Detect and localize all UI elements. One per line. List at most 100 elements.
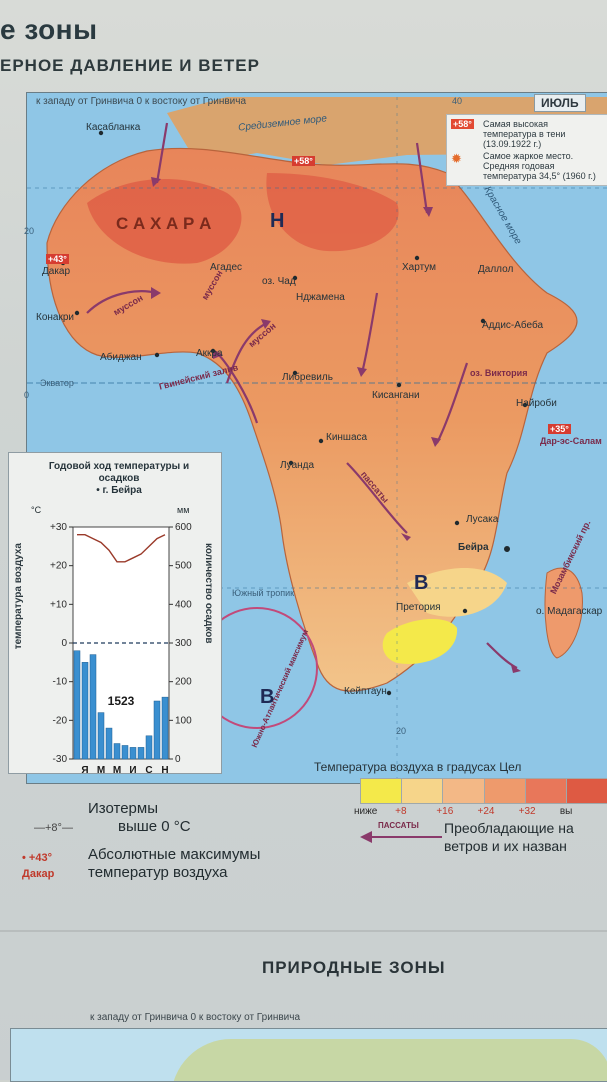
precip-bar	[97, 712, 105, 760]
hottest-shade-text: Самая высокая температура в тени (13.09.…	[483, 119, 566, 149]
label-beira: Бейра	[458, 542, 489, 553]
africa-map	[26, 92, 607, 784]
left-tick-label: -20	[53, 715, 68, 726]
left-tick-label: 0	[61, 638, 67, 649]
precip-bar	[73, 650, 81, 760]
max-legend-text-2: температур воздуха	[88, 864, 228, 881]
label-khartoum: Хартум	[402, 262, 437, 273]
climate-chart-title: Годовой ход температуры и осадков • г. Б…	[48, 461, 190, 496]
precip-bar	[113, 743, 121, 760]
city-dot	[396, 382, 402, 388]
label-pressure-b-atlantic: В	[260, 686, 275, 708]
winds-legend-text-1: Преобладающие на	[444, 820, 574, 836]
label-dar-es-salaam: Дар-эс-Салам	[540, 436, 602, 446]
temperature-scale-title: Температура воздуха в градусах Цел	[314, 760, 522, 774]
left-tick-label: +20	[50, 561, 67, 572]
map-subtitle: ЕРНОЕ ДАВЛЕНИЕ И ВЕТЕР	[0, 56, 260, 75]
city-dot	[292, 370, 298, 376]
wind-arrow	[486, 642, 518, 669]
winds-legend-text-2: ветров и их назван	[444, 838, 567, 854]
wind-arrowhead	[401, 533, 411, 541]
precip-bar	[81, 662, 89, 760]
precip-bar	[145, 735, 153, 760]
climate-chart-inset: Годовой ход температуры и осадков • г. Б…	[8, 452, 222, 774]
isotherm-text: выше 0 °С	[118, 818, 191, 835]
label-pressure-b-south: В	[414, 572, 429, 594]
precip-bar	[153, 700, 161, 760]
label-lon-40: 40	[452, 96, 463, 106]
label-libreville: Либревиль	[282, 372, 333, 383]
label-cape-town: Кейптаун	[344, 686, 387, 697]
label-max-35: +35°	[548, 424, 571, 434]
temperature-swatch	[360, 778, 404, 804]
wind-arrowhead	[431, 437, 441, 447]
label-lake-victoria: оз. Виктория	[470, 368, 528, 378]
left-tick-label: +30	[50, 522, 67, 533]
mild-zone-south	[407, 568, 507, 617]
label-equator: Экватор	[40, 378, 74, 388]
right-tick-label: 600	[175, 522, 192, 533]
temperature-line	[77, 534, 166, 563]
precip-bar	[129, 747, 137, 760]
temperature-swatch	[442, 778, 486, 804]
wind-arrow	[436, 362, 469, 444]
africa-map-graphic	[27, 93, 607, 783]
left-tick-label: -10	[53, 677, 68, 688]
wind-arrow	[360, 292, 379, 374]
city-dot	[414, 255, 420, 261]
city-dot	[74, 310, 80, 316]
label-addis-ababa: Аддис-Абеба	[482, 320, 544, 331]
wind-arrowhead	[357, 367, 367, 377]
wind-arrow	[216, 352, 259, 424]
annual-precip-label: 1523	[108, 694, 135, 708]
label-nairobi: Найроби	[516, 398, 557, 409]
label-madagascar: о. Мадагаскар	[536, 606, 603, 617]
label-accra: Аккра	[196, 348, 223, 359]
temperature-swatch	[565, 778, 607, 804]
label-pretoria: Претория	[396, 602, 441, 613]
wind-arrowhead	[213, 349, 223, 359]
label-ndjamena: Нджамена	[296, 292, 345, 303]
precip-bar	[137, 747, 145, 760]
winds-legend-arrow: ПАССАТЫ	[360, 821, 442, 843]
wind-arrowhead	[423, 207, 433, 217]
city-dot	[288, 460, 294, 466]
label-kinshasa: Киншаса	[326, 432, 368, 443]
wind-arrowhead	[151, 177, 161, 187]
wind-arrow	[155, 122, 169, 184]
arrowhead-icon	[360, 831, 372, 843]
wind-arrowhead	[511, 665, 521, 673]
month-label: Н	[161, 765, 168, 773]
max-legend-city: Дакар	[22, 868, 55, 880]
month-label: Я	[81, 765, 88, 773]
max-legend-badge: • +43°	[22, 852, 52, 864]
wind-arrowhead	[261, 319, 271, 329]
label-kisangani: Кисангани	[372, 390, 420, 401]
section-title-natural-zones: ПРИРОДНЫЕ ЗОНЫ	[262, 958, 446, 977]
climate-chart-svg: +30 +20 +10 0 -10 -20 -30 600 500 400 300 200 100 0 15…	[50, 522, 192, 773]
label-agadez: Агадес	[210, 262, 243, 273]
wind-arrow	[415, 142, 429, 214]
climate-chart-station: г. Бейра	[102, 485, 142, 496]
label-lon-20: 20	[396, 726, 407, 736]
label-dakar-max: +43°	[46, 254, 69, 264]
city-dot	[292, 275, 298, 281]
month-label: М	[113, 765, 121, 773]
wind-arrowhead	[151, 287, 161, 299]
city-dot	[154, 352, 160, 358]
city-dot-beira	[504, 546, 510, 552]
city-dot	[98, 130, 104, 136]
sun-icon: ✹	[451, 151, 462, 166]
climate-chart-title-text: Годовой ход температуры и осадков	[48, 461, 190, 484]
madagascar-land	[544, 567, 583, 659]
natural-zones-land	[171, 1039, 607, 1081]
climate-unit-right: мм	[177, 505, 190, 515]
section-divider	[0, 930, 607, 932]
label-pressure-h-north: Н	[270, 210, 285, 232]
label-tropic-south: Южный тропик	[232, 588, 295, 598]
month-label: И	[129, 765, 136, 773]
isotherm-sample-value: +8°	[45, 822, 62, 834]
precip-bar	[121, 745, 129, 760]
right-tick-label: 100	[175, 715, 192, 726]
